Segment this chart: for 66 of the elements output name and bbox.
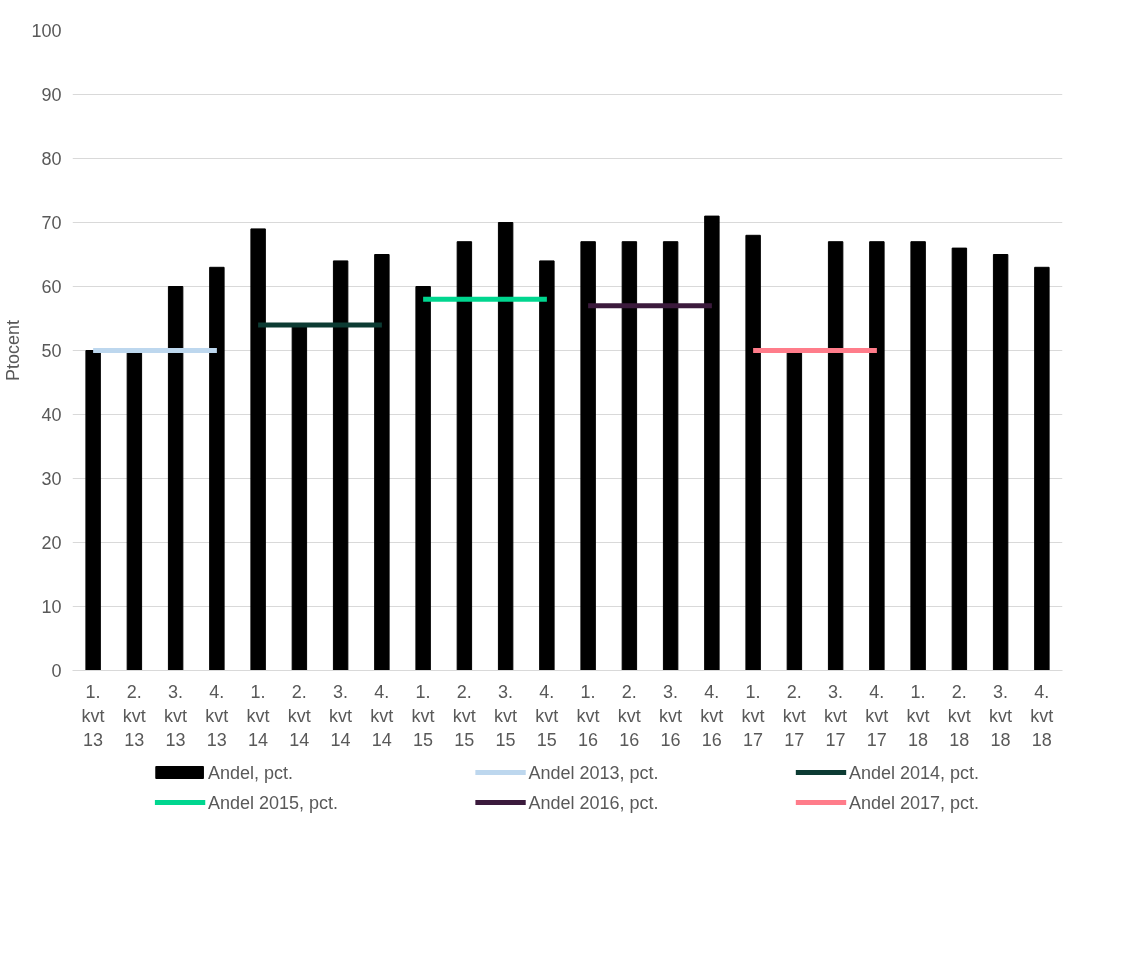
x-tick-label: 3. kvt 14	[329, 681, 353, 750]
bar	[456, 241, 473, 671]
bar	[580, 241, 596, 671]
x-tick-label: 2. kvt 16	[617, 681, 641, 750]
bar	[291, 324, 308, 671]
y-tick-label: 0	[51, 661, 62, 681]
x-tick-label: 4. kvt 16	[700, 681, 724, 750]
bar	[621, 241, 638, 671]
y-tick-label: 70	[41, 213, 62, 233]
legend-label: Andel 2017, pct.	[848, 792, 980, 813]
y-tick-label: 30	[41, 469, 62, 489]
x-tick-label: 1. kvt 17	[741, 681, 765, 750]
x-tick-label: 2. kvt 14	[287, 681, 311, 750]
x-tick-label: 2. kvt 13	[122, 681, 146, 750]
y-tick-label: 80	[41, 149, 62, 169]
bar	[332, 260, 349, 671]
bar	[951, 247, 968, 671]
x-tick-label: 1. kvt 15	[411, 681, 435, 750]
x-tick-label: 4. kvt 18	[1030, 681, 1054, 750]
bar	[415, 286, 431, 671]
bar	[167, 286, 184, 671]
x-tick-label: 3. kvt 16	[659, 681, 683, 750]
x-tick-label: 3. kvt 18	[989, 681, 1013, 750]
bar	[992, 254, 1009, 671]
y-tick-label: 40	[41, 405, 62, 425]
y-tick-label: 90	[41, 85, 62, 105]
bar	[250, 228, 266, 671]
bar	[662, 241, 679, 671]
y-tick-label: 50	[41, 341, 62, 361]
x-tick-label: 2. kvt 15	[452, 681, 476, 750]
bar	[745, 234, 761, 671]
y-tick-label: 20	[41, 533, 62, 553]
bar	[374, 254, 390, 671]
x-tick-label: 4. kvt 13	[205, 681, 229, 750]
x-tick-label: 4. kvt 17	[865, 681, 889, 750]
x-tick-label: 3. kvt 17	[824, 681, 848, 750]
x-tick-label: 3. kvt 13	[164, 681, 188, 750]
legend-label: Andel 2013, pct.	[528, 762, 659, 783]
x-tick-label: 1. kvt 16	[576, 681, 600, 750]
bar	[910, 241, 926, 671]
x-tick-label: 1. kvt 13	[81, 681, 105, 750]
legend-label: Andel 2014, pct.	[848, 762, 980, 783]
bar	[869, 241, 885, 671]
y-axis-title: Ptocent	[3, 319, 24, 382]
x-tick-label: 2. kvt 18	[947, 681, 971, 750]
x-tick-label: 3. kvt 15	[494, 681, 518, 750]
bar	[539, 260, 555, 671]
x-tick-label: 1. kvt 18	[906, 681, 930, 750]
bar	[1034, 266, 1050, 671]
bar	[126, 350, 143, 671]
x-tick-label: 4. kvt 14	[370, 681, 394, 750]
x-tick-label: 4. kvt 15	[535, 681, 559, 750]
bar	[209, 266, 225, 671]
legend-label: Andel 2016, pct.	[528, 792, 659, 813]
x-tick-label: 1. kvt 14	[246, 681, 270, 750]
bar	[704, 215, 720, 671]
y-tick-label: 60	[41, 277, 62, 297]
y-tick-label: 100	[31, 21, 62, 41]
legend-label: Andel, pct.	[208, 762, 294, 783]
x-tick-label: 2. kvt 17	[782, 681, 806, 750]
bar	[786, 350, 803, 671]
bar	[497, 222, 514, 671]
y-tick-label: 10	[41, 597, 62, 617]
legend-label: Andel 2015, pct.	[208, 792, 339, 813]
bar	[85, 350, 101, 671]
bar	[827, 241, 844, 671]
